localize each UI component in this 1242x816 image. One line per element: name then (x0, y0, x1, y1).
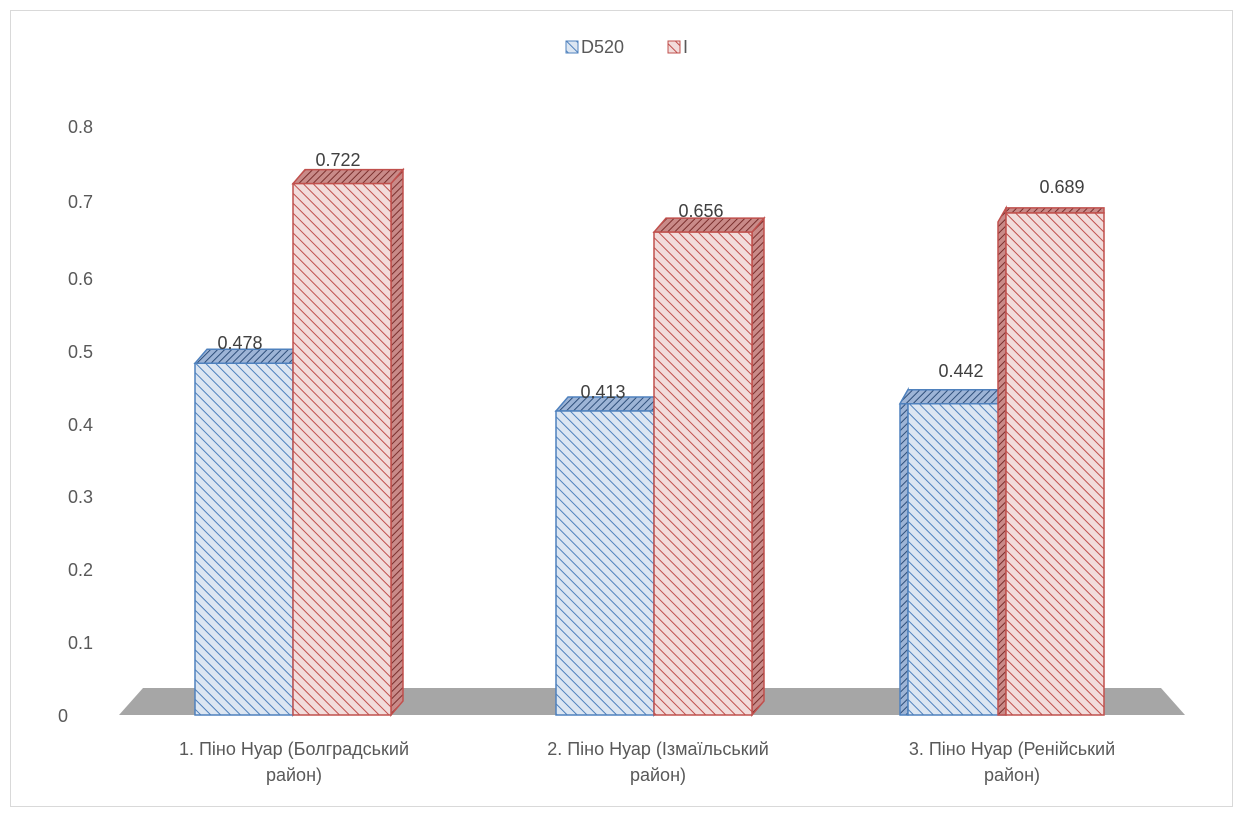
x-category-label: район) (266, 765, 322, 785)
y-tick-label: 0 (58, 706, 68, 726)
y-tick-label: 0.3 (68, 487, 93, 507)
bar-i-side (751, 216, 765, 718)
data-labels: 0.478 0.722 0.413 0.656 0.442 0.689 (217, 150, 1084, 402)
legend: D520 I (565, 37, 688, 57)
bar-d520 (555, 410, 655, 716)
legend-label-i: I (683, 37, 688, 57)
bar-chart: D520 I 0 0.1 0.2 0.3 0.4 0.5 0.6 0.7 0.8… (58, 37, 1185, 785)
data-label-d520: 0.413 (580, 382, 625, 402)
data-label-i: 0.689 (1039, 177, 1084, 197)
y-axis: 0 0.1 0.2 0.3 0.4 0.5 0.6 0.7 0.8 (58, 117, 93, 726)
bar-i-side (997, 205, 1007, 716)
x-category-label: 2. Піно Нуар (Ізмаїльський (547, 739, 769, 759)
y-tick-label: 0.4 (68, 415, 93, 435)
y-tick-label: 0.2 (68, 560, 93, 580)
data-label-d520: 0.478 (217, 333, 262, 353)
bar-d520 (907, 402, 1007, 716)
bar-i (653, 231, 753, 716)
chart-frame: D520 I 0 0.1 0.2 0.3 0.4 0.5 0.6 0.7 0.8… (10, 10, 1233, 807)
bar-d520 (194, 362, 294, 716)
bar-d520-side (899, 386, 909, 716)
legend-label-d520: D520 (581, 37, 624, 57)
bars (193, 167, 1105, 718)
x-category-label: район) (630, 765, 686, 785)
legend-swatch-d520 (565, 40, 579, 54)
bar-i (292, 182, 392, 716)
x-category-label: район) (984, 765, 1040, 785)
bar-i-top (1005, 207, 1105, 214)
x-category-label: 1. Піно Нуар (Болградський (179, 739, 409, 759)
bar-i-side (390, 167, 404, 718)
y-tick-label: 0.6 (68, 269, 93, 289)
x-axis: 1. Піно Нуар (Болградський район) 2. Пін… (179, 739, 1115, 785)
bar-d520-top (898, 388, 1008, 405)
bar-i-top (291, 168, 405, 185)
y-tick-label: 0.8 (68, 117, 93, 137)
data-label-i: 0.722 (315, 150, 360, 170)
bar-i (1005, 212, 1105, 716)
data-label-d520: 0.442 (938, 361, 983, 381)
y-tick-label: 0.5 (68, 342, 93, 362)
y-tick-label: 0.1 (68, 633, 93, 653)
x-category-label: 3. Піно Нуар (Ренійський (909, 739, 1115, 759)
legend-swatch-i (667, 40, 681, 54)
data-label-i: 0.656 (678, 201, 723, 221)
y-tick-label: 0.7 (68, 192, 93, 212)
